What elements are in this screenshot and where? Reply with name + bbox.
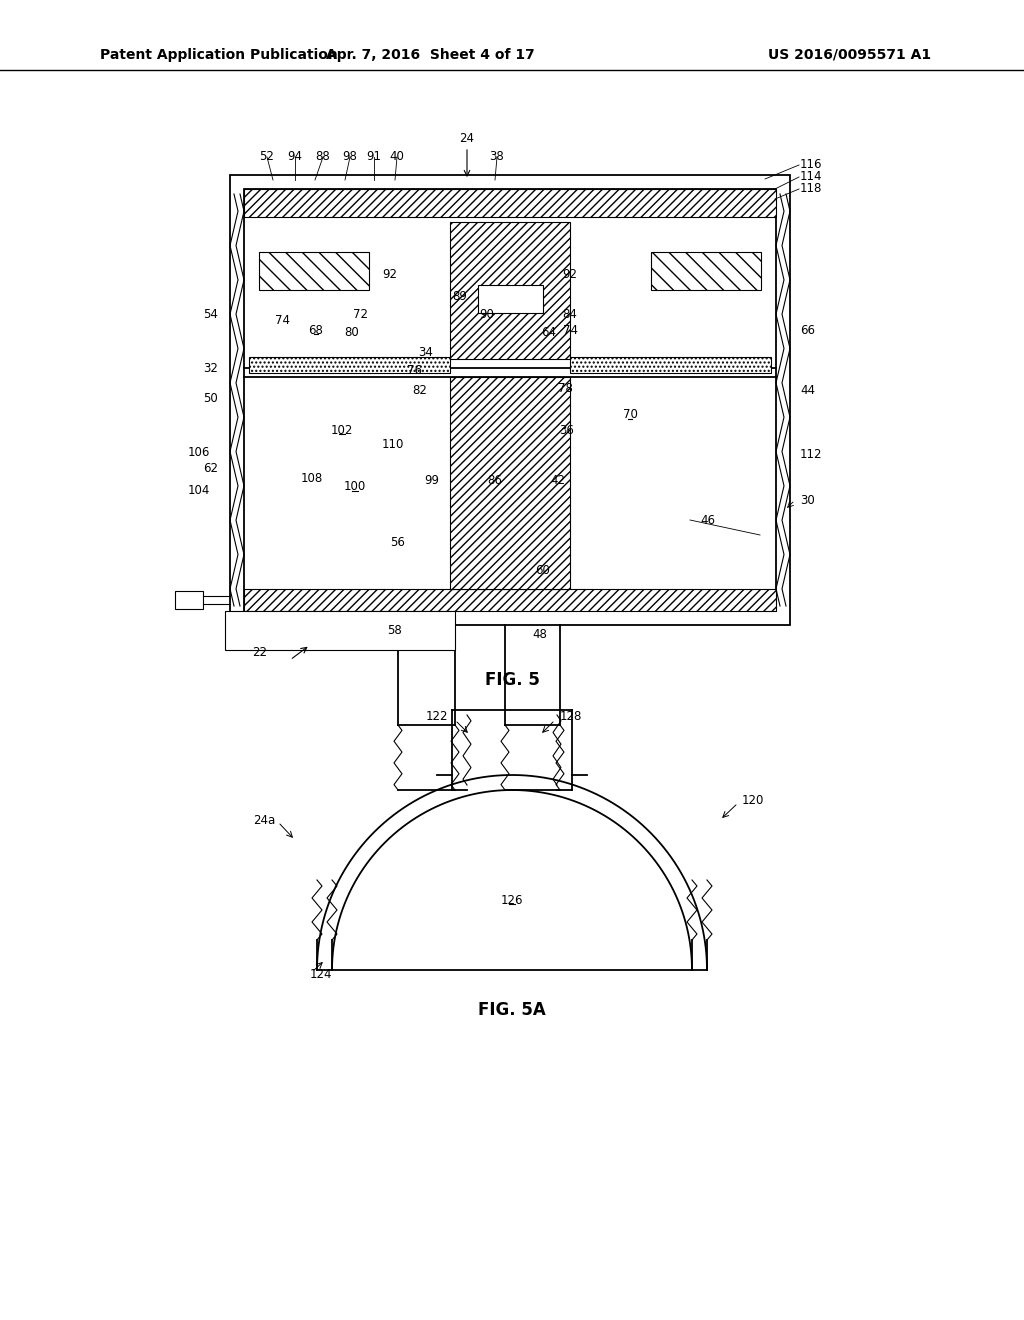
Text: 92: 92 bbox=[383, 268, 397, 281]
Text: 68: 68 bbox=[308, 323, 324, 337]
Text: 46: 46 bbox=[700, 513, 715, 527]
Text: 86: 86 bbox=[487, 474, 503, 487]
Bar bbox=[230, 176, 790, 624]
Text: 44: 44 bbox=[800, 384, 815, 396]
Text: 112: 112 bbox=[800, 449, 822, 462]
Text: 64: 64 bbox=[542, 326, 556, 339]
Text: 22: 22 bbox=[253, 645, 267, 659]
Text: 58: 58 bbox=[388, 623, 402, 636]
Text: 24: 24 bbox=[460, 132, 474, 145]
Text: 92: 92 bbox=[562, 268, 578, 281]
Bar bbox=[225, 611, 455, 649]
Text: Apr. 7, 2016  Sheet 4 of 17: Apr. 7, 2016 Sheet 4 of 17 bbox=[326, 48, 535, 62]
Bar bbox=[175, 591, 203, 609]
Text: 36: 36 bbox=[559, 424, 574, 437]
Text: 102: 102 bbox=[331, 424, 353, 437]
Text: 76: 76 bbox=[408, 363, 423, 376]
Bar bbox=[244, 189, 776, 216]
Text: 62: 62 bbox=[203, 462, 218, 474]
Text: 126: 126 bbox=[501, 894, 523, 907]
Text: 74: 74 bbox=[562, 323, 578, 337]
Text: 118: 118 bbox=[800, 182, 822, 195]
Bar bbox=[450, 378, 570, 589]
Text: 98: 98 bbox=[343, 150, 357, 164]
Text: 74: 74 bbox=[274, 314, 290, 326]
Bar bbox=[244, 589, 776, 611]
Text: US 2016/0095571 A1: US 2016/0095571 A1 bbox=[768, 48, 932, 62]
Text: 91: 91 bbox=[367, 150, 382, 164]
Text: 70: 70 bbox=[623, 408, 637, 421]
Text: 94: 94 bbox=[288, 150, 302, 164]
Bar bbox=[249, 356, 450, 374]
Text: 128: 128 bbox=[560, 710, 583, 723]
Text: FIG. 5: FIG. 5 bbox=[484, 671, 540, 689]
Text: 90: 90 bbox=[479, 309, 495, 322]
Bar bbox=[450, 222, 570, 359]
Text: 120: 120 bbox=[742, 793, 764, 807]
Text: 84: 84 bbox=[562, 308, 578, 321]
Text: 48: 48 bbox=[532, 628, 548, 642]
Text: 42: 42 bbox=[551, 474, 565, 487]
Text: 89: 89 bbox=[453, 289, 467, 302]
Bar bbox=[651, 252, 761, 290]
Text: 38: 38 bbox=[489, 150, 505, 164]
Text: 34: 34 bbox=[419, 346, 433, 359]
Text: 80: 80 bbox=[345, 326, 359, 339]
Text: FIG. 5A: FIG. 5A bbox=[478, 1001, 546, 1019]
Bar bbox=[244, 189, 776, 611]
Text: 24a: 24a bbox=[253, 813, 275, 826]
Text: 40: 40 bbox=[389, 150, 404, 164]
Text: 88: 88 bbox=[315, 150, 331, 164]
Text: 52: 52 bbox=[259, 150, 274, 164]
Text: 72: 72 bbox=[352, 309, 368, 322]
Text: 78: 78 bbox=[557, 381, 572, 395]
Text: 106: 106 bbox=[187, 446, 210, 458]
Bar bbox=[477, 285, 543, 313]
Text: 66: 66 bbox=[800, 323, 815, 337]
Text: 116: 116 bbox=[800, 158, 822, 172]
Text: 32: 32 bbox=[203, 362, 218, 375]
Text: 82: 82 bbox=[413, 384, 427, 396]
Text: Patent Application Publication: Patent Application Publication bbox=[100, 48, 338, 62]
Text: 108: 108 bbox=[301, 471, 324, 484]
Text: 100: 100 bbox=[344, 480, 367, 494]
Text: 99: 99 bbox=[425, 474, 439, 487]
Bar bbox=[570, 356, 771, 374]
Text: 54: 54 bbox=[203, 309, 218, 322]
Text: 56: 56 bbox=[390, 536, 404, 549]
Text: 124: 124 bbox=[310, 969, 333, 982]
Text: 104: 104 bbox=[187, 483, 210, 496]
Text: 122: 122 bbox=[426, 710, 449, 723]
Text: 50: 50 bbox=[203, 392, 218, 404]
Text: 30: 30 bbox=[800, 494, 815, 507]
Text: 60: 60 bbox=[535, 564, 550, 577]
Bar bbox=[259, 252, 369, 290]
Text: 114: 114 bbox=[800, 170, 822, 183]
Text: 110: 110 bbox=[382, 438, 404, 451]
